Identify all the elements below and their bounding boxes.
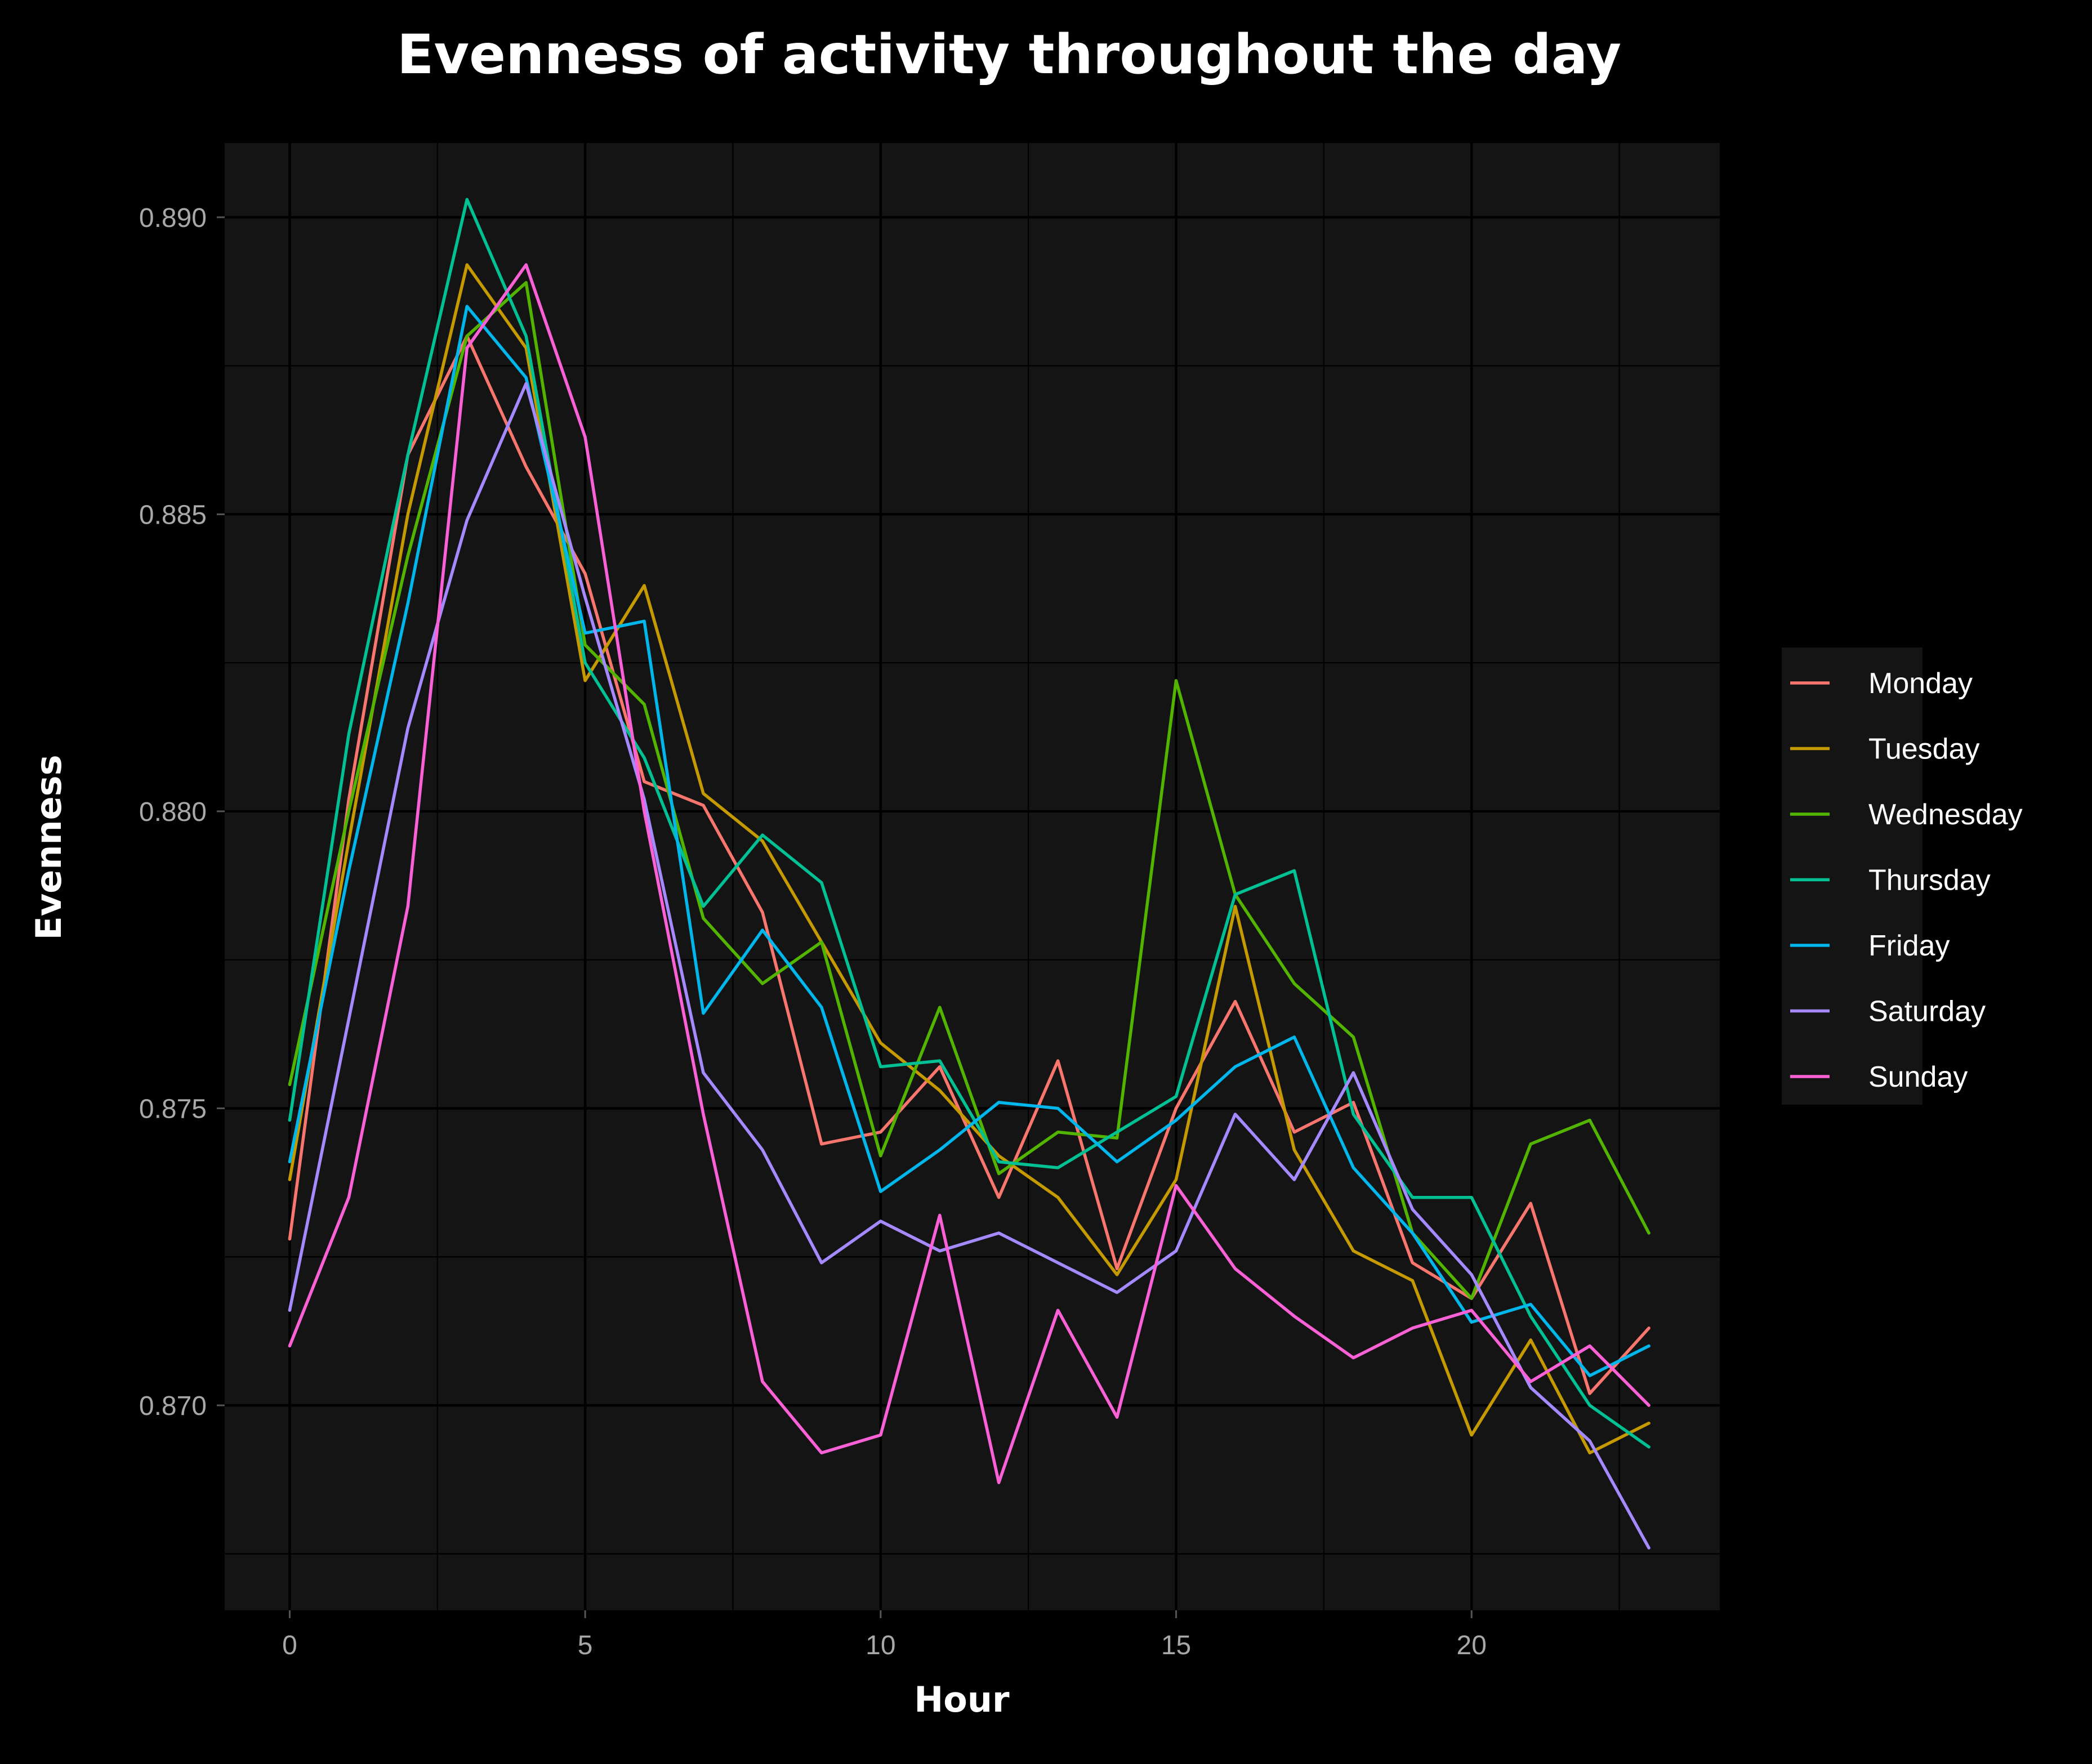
legend-label-monday: Monday [1868,667,1973,700]
y-axis-ticks: 0.870 0.875 0.880 0.885 0.890 [139,203,225,1421]
y-tick-label: 0.870 [139,1391,207,1421]
legend-items: Monday Tuesday Wednesday Thursday Friday Satu… [1785,657,2023,1102]
x-axis-title: Hour [914,1679,1010,1720]
series-lines [288,198,1651,1549]
y-tick-label: 0.880 [139,797,207,827]
y-tick-label: 0.885 [139,500,207,530]
y-tick-label: 0.875 [139,1094,207,1124]
series-line-saturday [288,382,1651,1549]
plot-panel [225,143,1720,1610]
series-line-monday [288,334,1651,1395]
legend: Monday Tuesday Wednesday Thursday Friday Satu… [1782,647,2023,1105]
series-line-wednesday [288,281,1651,1300]
x-tick-label: 15 [1161,1631,1191,1660]
y-tick-label: 0.890 [139,203,207,233]
series-line-thursday [288,198,1651,1449]
legend-label-wednesday: Wednesday [1868,798,2023,831]
legend-label-thursday: Thursday [1868,864,1991,897]
legend-label-tuesday: Tuesday [1868,733,1980,766]
series-line-tuesday [288,263,1651,1455]
grid-lines [225,143,1720,1610]
series-line-sunday [288,263,1651,1484]
legend-label-friday: Friday [1868,930,1950,962]
series-line-friday [288,305,1651,1378]
chart-title: Evenness of activity throughout the day [397,23,1621,86]
y-axis-title: Evenness [28,755,69,940]
x-tick-label: 20 [1457,1631,1487,1660]
x-tick-label: 0 [282,1631,297,1660]
x-tick-label: 10 [866,1631,895,1660]
x-tick-label: 5 [578,1631,593,1660]
legend-label-sunday: Sunday [1868,1061,1968,1093]
legend-label-saturday: Saturday [1868,995,1986,1028]
x-axis-ticks: 0 5 10 15 20 [282,1610,1487,1660]
